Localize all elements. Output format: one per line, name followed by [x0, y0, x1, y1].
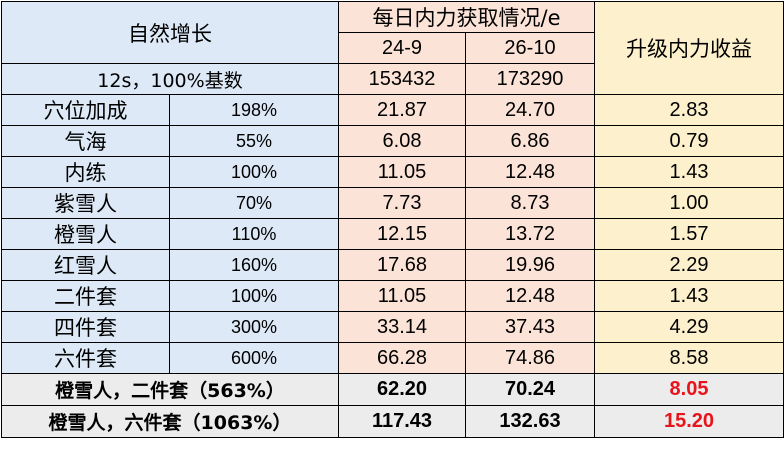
base-value-26-10: 173290 — [465, 63, 595, 95]
summary-gain: 8.05 — [594, 373, 784, 406]
row-gain: 8.58 — [594, 342, 784, 374]
row-percent: 160% — [169, 249, 339, 281]
natural-growth-header: 自然增长 — [1, 1, 339, 64]
summary-label: 橙雪人，二件套（563%） — [1, 373, 339, 406]
row-percent: 70% — [169, 187, 339, 219]
base-label: 12s，100%基数 — [1, 63, 339, 95]
row-name: 橙雪人 — [1, 218, 170, 250]
summary-value-26-10: 70.24 — [465, 373, 595, 406]
row-value-26-10: 37.43 — [465, 311, 595, 343]
table-row: 四件套 300% 33.14 37.43 4.29 — [1, 311, 784, 343]
summary-value-24-9: 62.20 — [338, 373, 466, 406]
row-percent: 600% — [169, 342, 339, 374]
row-gain: 2.29 — [594, 249, 784, 281]
summary-label: 橙雪人，六件套（1063%） — [1, 405, 339, 438]
row-gain: 4.29 — [594, 311, 784, 343]
row-value-26-10: 12.48 — [465, 156, 595, 188]
row-gain: 1.57 — [594, 218, 784, 250]
summary-gain: 15.20 — [594, 405, 784, 438]
table-row: 气海 55% 6.08 6.86 0.79 — [1, 125, 784, 157]
row-value-26-10: 74.86 — [465, 342, 595, 374]
row-value-24-9: 11.05 — [338, 156, 466, 188]
row-name: 红雪人 — [1, 249, 170, 281]
row-name: 二件套 — [1, 280, 170, 312]
summary-row: 橙雪人，二件套（563%） 62.20 70.24 8.05 — [1, 373, 784, 406]
row-value-24-9: 12.15 — [338, 218, 466, 250]
row-percent: 198% — [169, 94, 339, 126]
row-gain: 1.43 — [594, 280, 784, 312]
row-value-26-10: 13.72 — [465, 218, 595, 250]
row-gain: 2.83 — [594, 94, 784, 126]
row-name: 穴位加成 — [1, 94, 170, 126]
row-value-26-10: 6.86 — [465, 125, 595, 157]
summary-value-24-9: 117.43 — [338, 405, 466, 438]
table-row: 内练 100% 11.05 12.48 1.43 — [1, 156, 784, 188]
col-26-10-header: 26-10 — [465, 32, 595, 64]
row-value-26-10: 19.96 — [465, 249, 595, 281]
row-value-26-10: 12.48 — [465, 280, 595, 312]
row-value-26-10: 8.73 — [465, 187, 595, 219]
upgrade-gain-header: 升级内力收益 — [594, 1, 784, 95]
summary-row: 橙雪人，六件套（1063%） 117.43 132.63 15.20 — [1, 405, 784, 438]
row-value-24-9: 66.28 — [338, 342, 466, 374]
neili-gain-table: 自然增长 每日内力获取情况/e 升级内力收益 24-9 26-10 12s，10… — [1, 1, 784, 438]
row-value-24-9: 21.87 — [338, 94, 466, 126]
row-name: 气海 — [1, 125, 170, 157]
table-row: 紫雪人 70% 7.73 8.73 1.00 — [1, 187, 784, 219]
row-name: 四件套 — [1, 311, 170, 343]
table-row: 红雪人 160% 17.68 19.96 2.29 — [1, 249, 784, 281]
col-24-9-header: 24-9 — [338, 32, 466, 64]
row-name: 六件套 — [1, 342, 170, 374]
base-value-24-9: 153432 — [338, 63, 466, 95]
table-row: 橙雪人 110% 12.15 13.72 1.57 — [1, 218, 784, 250]
row-percent: 300% — [169, 311, 339, 343]
table-row: 六件套 600% 66.28 74.86 8.58 — [1, 342, 784, 374]
daily-neili-header: 每日内力获取情况/e — [338, 1, 595, 33]
row-percent: 110% — [169, 218, 339, 250]
row-name: 内练 — [1, 156, 170, 188]
row-value-24-9: 33.14 — [338, 311, 466, 343]
row-value-24-9: 7.73 — [338, 187, 466, 219]
row-percent: 100% — [169, 280, 339, 312]
row-percent: 100% — [169, 156, 339, 188]
row-value-26-10: 24.70 — [465, 94, 595, 126]
row-gain: 1.00 — [594, 187, 784, 219]
row-gain: 0.79 — [594, 125, 784, 157]
row-percent: 55% — [169, 125, 339, 157]
row-value-24-9: 6.08 — [338, 125, 466, 157]
summary-value-26-10: 132.63 — [465, 405, 595, 438]
row-gain: 1.43 — [594, 156, 784, 188]
row-value-24-9: 17.68 — [338, 249, 466, 281]
row-name: 紫雪人 — [1, 187, 170, 219]
row-value-24-9: 11.05 — [338, 280, 466, 312]
table-row: 二件套 100% 11.05 12.48 1.43 — [1, 280, 784, 312]
table-row: 穴位加成 198% 21.87 24.70 2.83 — [1, 94, 784, 126]
